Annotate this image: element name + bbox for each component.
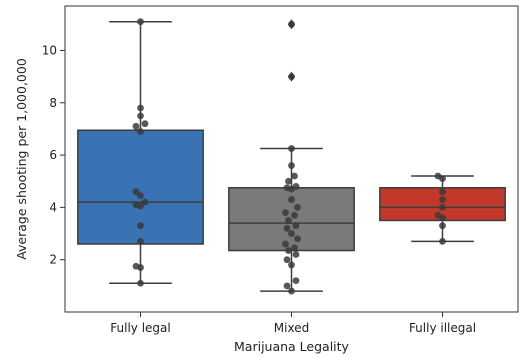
data-point xyxy=(439,222,446,230)
data-point xyxy=(285,217,292,224)
data-point xyxy=(132,122,140,130)
data-point xyxy=(288,230,295,237)
data-point xyxy=(132,201,140,209)
x-tick-label: Fully legal xyxy=(110,321,170,335)
axes-layer: 2 4 6 8 10 Fully legal Mixed Fully illegal xyxy=(42,43,476,335)
data-point xyxy=(288,196,295,203)
y-tick-label: 10 xyxy=(42,43,57,57)
data-point xyxy=(291,244,298,252)
data-point xyxy=(282,209,289,217)
data-point xyxy=(283,224,291,232)
y-tick-label: 4 xyxy=(49,200,57,214)
x-axis-label: Marijuana Legality xyxy=(234,339,350,354)
data-point xyxy=(141,198,149,206)
data-point xyxy=(288,20,295,28)
data-point xyxy=(288,287,295,295)
data-point xyxy=(294,203,301,211)
data-point xyxy=(283,282,291,290)
data-point xyxy=(137,104,144,112)
data-point xyxy=(132,188,140,196)
data-point xyxy=(137,237,144,245)
data-point xyxy=(288,73,295,81)
y-tick-label: 2 xyxy=(49,253,57,267)
data-point xyxy=(283,256,291,264)
data-point xyxy=(132,262,140,270)
data-point xyxy=(292,222,300,230)
data-point xyxy=(434,211,442,219)
data-point xyxy=(294,235,301,243)
data-point xyxy=(291,211,298,219)
swarm-2 xyxy=(282,20,301,295)
data-point xyxy=(292,251,300,258)
data-point xyxy=(439,237,446,245)
data-point xyxy=(137,128,144,135)
y-tick-label: 6 xyxy=(49,148,57,162)
data-point xyxy=(291,172,298,180)
y-axis-label: Average shooting per 1,000,000 xyxy=(14,58,29,260)
data-point xyxy=(137,279,144,287)
data-point xyxy=(137,222,144,230)
data-point xyxy=(439,196,446,203)
data-point xyxy=(434,172,442,180)
y-tick-label: 8 xyxy=(49,96,57,110)
swarm-3 xyxy=(434,172,446,245)
data-point xyxy=(285,247,292,254)
data-point xyxy=(439,188,446,196)
swarm-points-layer xyxy=(132,18,446,295)
data-point xyxy=(292,183,300,190)
data-point xyxy=(283,184,291,192)
swarm-1 xyxy=(132,18,149,287)
data-point xyxy=(288,261,295,269)
data-point xyxy=(137,112,144,120)
data-point xyxy=(288,145,295,152)
data-point xyxy=(137,192,144,200)
data-point xyxy=(439,203,446,211)
data-point xyxy=(292,277,300,285)
data-point xyxy=(285,177,292,185)
x-tick-label: Fully illegal xyxy=(409,321,476,335)
data-point xyxy=(282,240,289,248)
x-tick-label: Mixed xyxy=(274,321,309,335)
data-point xyxy=(141,120,149,128)
data-point xyxy=(288,162,295,169)
data-point xyxy=(137,18,144,26)
